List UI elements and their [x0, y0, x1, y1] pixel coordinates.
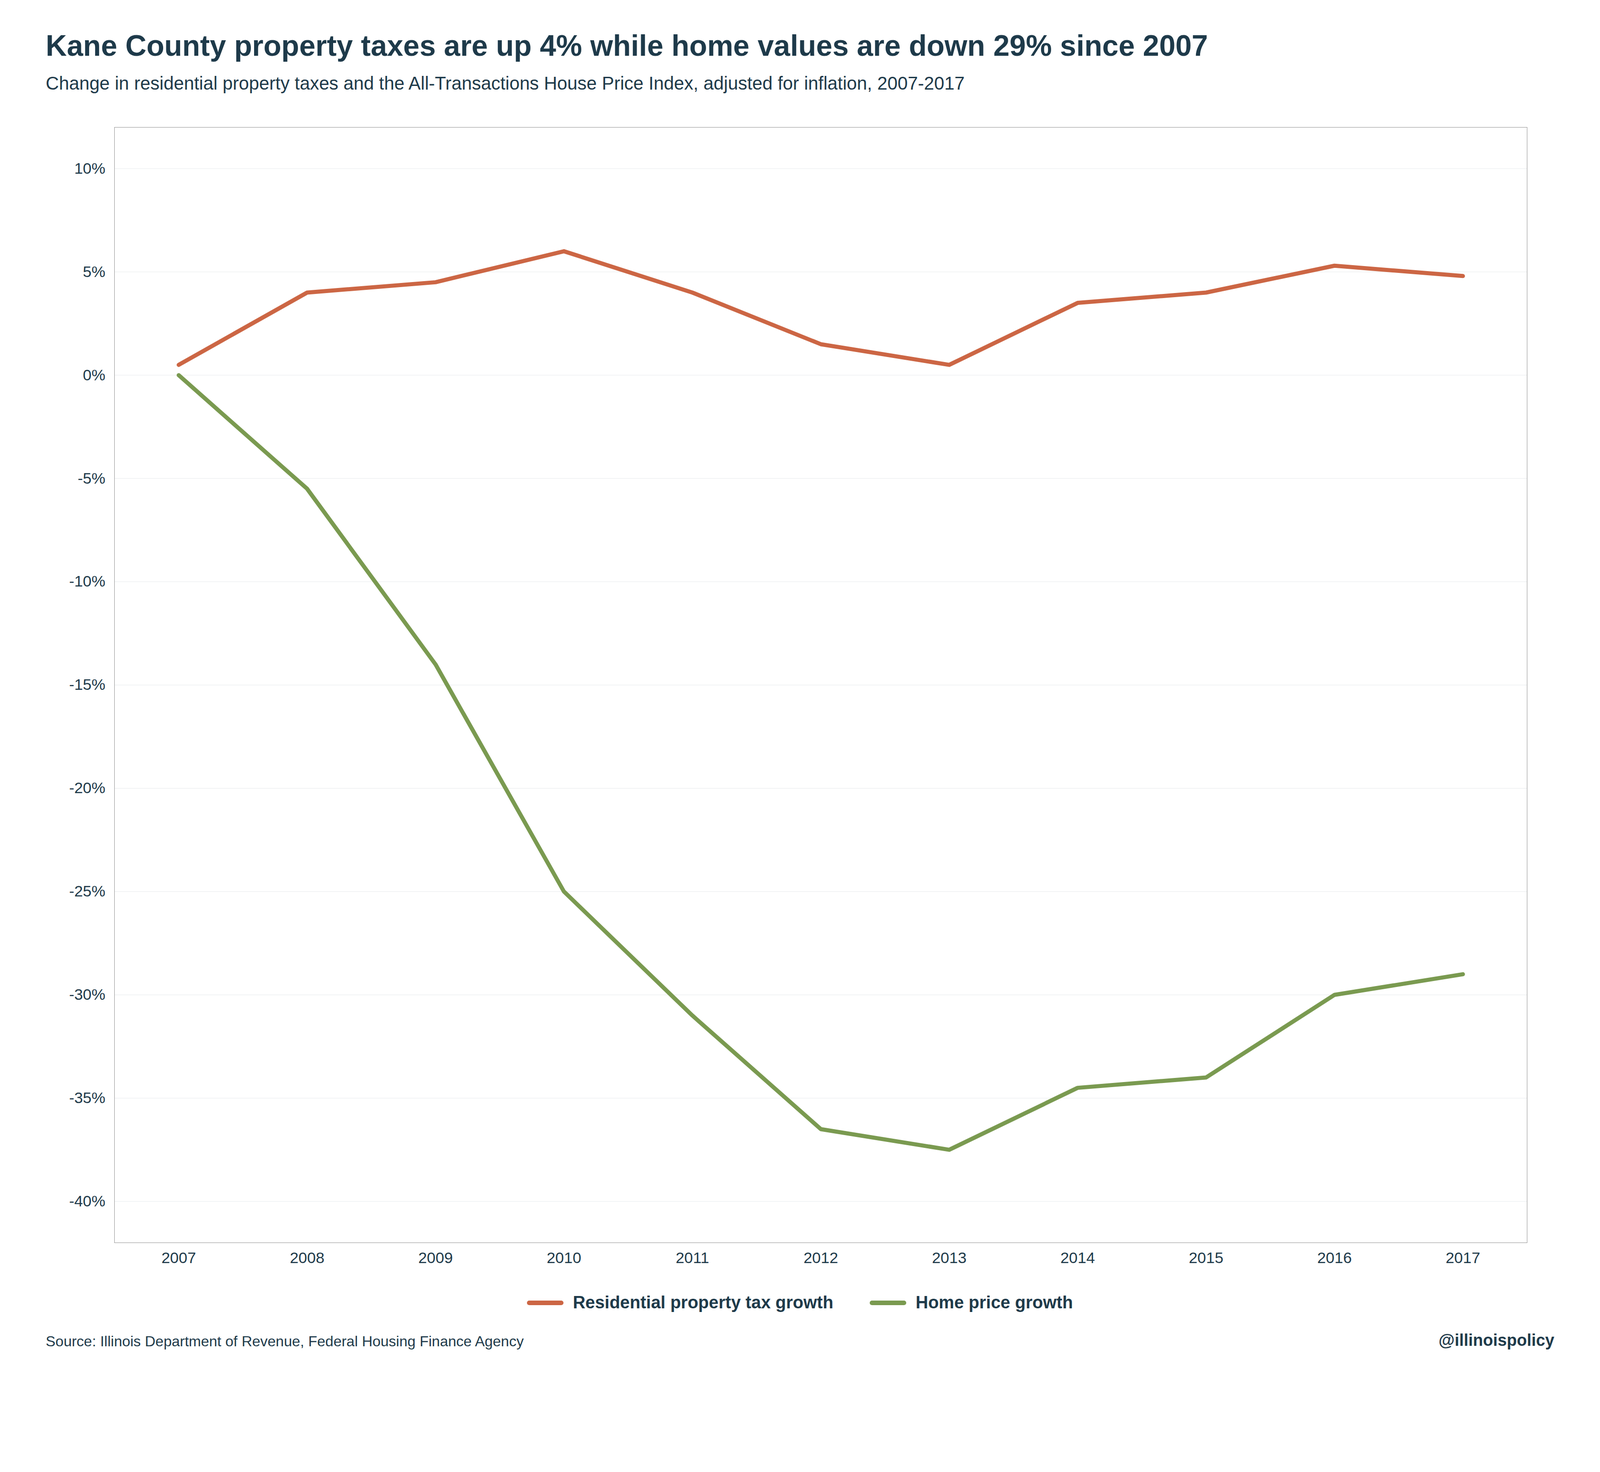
html-text:Home price growth: Home price growth	[915, 1292, 1073, 1312]
html-text:Change in residential property: Change in residential property taxes and…	[45, 73, 965, 94]
svg-text:5%: 5%	[82, 262, 106, 281]
svg-text:10%: 10%	[74, 159, 106, 177]
svg-text:-25%: -25%	[69, 882, 106, 900]
svg-text:2016: 2016	[1317, 1248, 1352, 1266]
svg-text:2012: 2012	[803, 1248, 839, 1266]
svg-text:2014: 2014	[1060, 1248, 1096, 1266]
svg-text:2010: 2010	[546, 1248, 582, 1266]
svg-text:2017: 2017	[1445, 1248, 1481, 1266]
svg-text:0%: 0%	[82, 366, 106, 384]
html-text:Source: Illinois Department of: Source: Illinois Department of Revenue, …	[45, 1332, 524, 1350]
svg-text:2008: 2008	[289, 1248, 325, 1266]
svg-text:2013: 2013	[931, 1248, 967, 1266]
html-text:Residential property tax growt: Residential property tax growth	[572, 1292, 834, 1312]
svg-text:2009: 2009	[418, 1248, 453, 1266]
svg-text:-15%: -15%	[69, 675, 106, 693]
svg-text:2011: 2011	[675, 1248, 709, 1266]
svg-text:2015: 2015	[1188, 1248, 1224, 1266]
svg-text:-20%: -20%	[69, 778, 106, 797]
svg-text:2007: 2007	[161, 1248, 197, 1266]
svg-text:-5%: -5%	[77, 469, 106, 487]
html-text:Kane County property taxes are: Kane County property taxes are up 4% whi…	[45, 29, 1208, 63]
svg-text:-35%: -35%	[69, 1088, 106, 1106]
svg-text:-30%: -30%	[69, 985, 106, 1003]
html-text:@illinoispolicy: @illinoispolicy	[1438, 1330, 1555, 1350]
svg-text:-40%: -40%	[69, 1191, 106, 1210]
svg-text:-10%: -10%	[69, 572, 106, 590]
